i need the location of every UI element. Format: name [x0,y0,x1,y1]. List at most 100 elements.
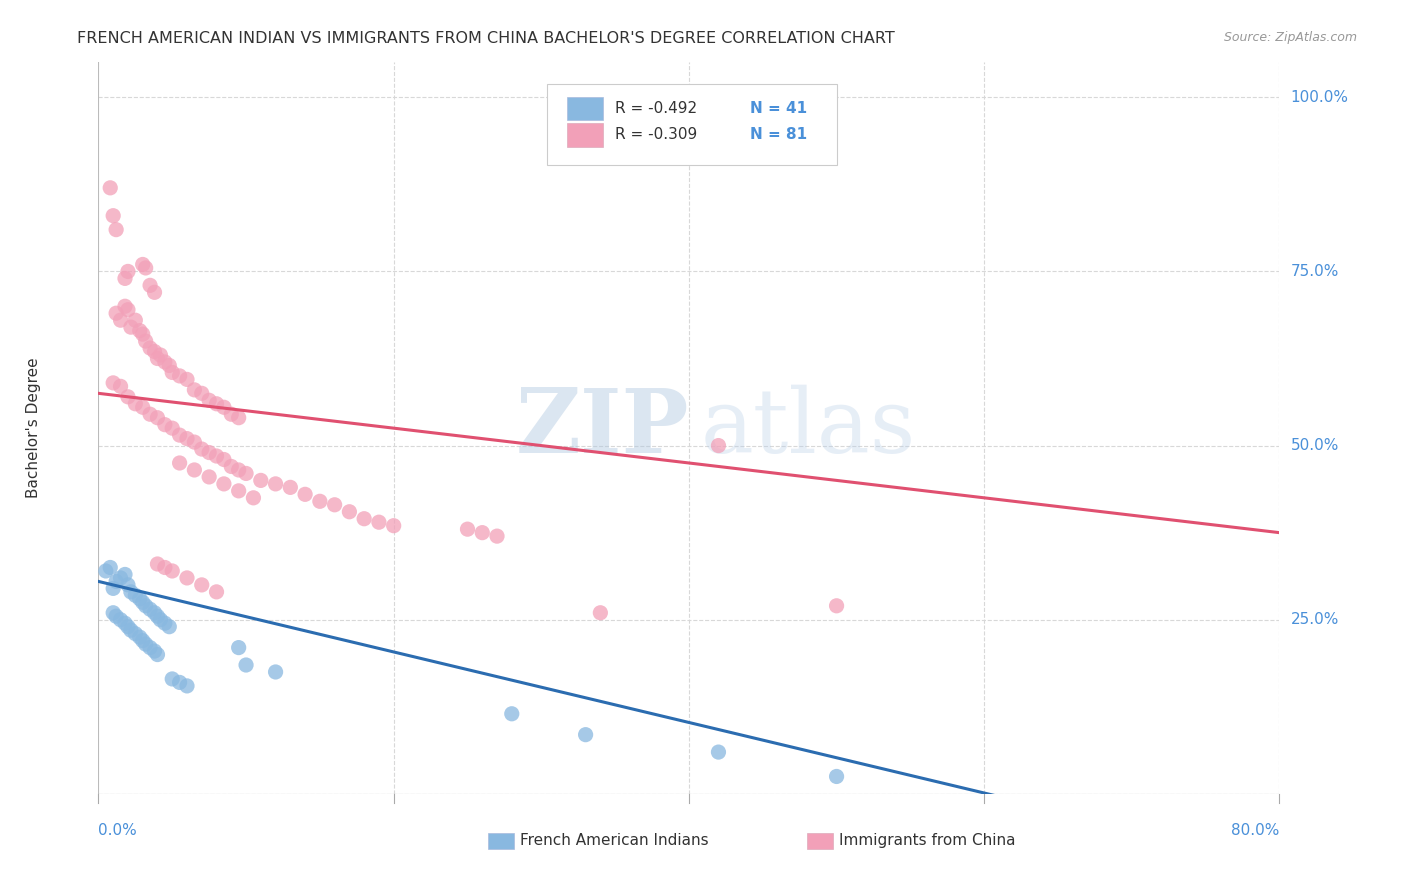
Point [353,512,375,526]
Point [132,633,155,648]
FancyBboxPatch shape [807,832,832,849]
Point [103,606,125,620]
Point [486,529,509,543]
Point [242,491,264,505]
Point [98,560,121,574]
Point [120,320,142,334]
Point [235,467,257,481]
Point [198,445,221,459]
Point [825,769,848,783]
Point [117,390,139,404]
Point [221,459,243,474]
Point [707,745,730,759]
Point [191,442,214,456]
Text: R = -0.309: R = -0.309 [614,128,697,143]
Point [103,376,125,390]
Point [105,222,128,236]
Point [176,679,198,693]
Point [94,564,117,578]
Point [110,571,132,585]
Point [176,372,198,386]
Point [169,368,191,383]
FancyBboxPatch shape [567,123,603,146]
Point [98,181,121,195]
Point [139,407,162,421]
Text: French American Indians: French American Indians [520,833,709,848]
Point [128,591,150,606]
Point [128,324,150,338]
Point [143,644,166,658]
Point [169,428,191,442]
Point [132,595,155,609]
Point [132,401,155,415]
Point [143,285,166,300]
Point [114,616,136,631]
Point [205,397,228,411]
Point [103,209,125,223]
Point [457,522,479,536]
Point [157,620,180,634]
Point [139,278,162,293]
Point [114,567,136,582]
Point [149,613,172,627]
Point [228,463,250,477]
Text: N = 81: N = 81 [751,128,807,143]
Point [124,588,146,602]
Point [198,393,221,408]
Text: 100.0%: 100.0% [1291,90,1348,104]
Point [228,410,250,425]
Point [105,306,128,320]
Point [114,299,136,313]
Point [117,578,139,592]
Point [146,557,169,571]
Point [212,452,235,467]
Point [146,648,169,662]
Point [228,483,250,498]
Point [132,257,155,271]
Text: 50.0%: 50.0% [1291,438,1339,453]
Point [205,585,228,599]
Point [323,498,346,512]
Point [139,602,162,616]
Point [228,640,250,655]
Point [117,620,139,634]
Point [183,463,205,477]
Point [280,480,302,494]
Point [235,658,257,673]
Point [153,355,176,369]
Point [114,271,136,285]
Text: R = -0.492: R = -0.492 [614,101,696,116]
Point [250,474,273,488]
Point [120,585,142,599]
Point [105,574,128,589]
Point [124,397,146,411]
Point [124,313,146,327]
Point [124,626,146,640]
Point [176,571,198,585]
Point [471,525,494,540]
Point [143,344,166,359]
Point [153,417,176,432]
Text: 80.0%: 80.0% [1232,823,1279,838]
Point [110,613,132,627]
Point [501,706,523,721]
Text: 25.0%: 25.0% [1291,612,1339,627]
Text: Bachelor's Degree: Bachelor's Degree [25,358,41,499]
FancyBboxPatch shape [547,85,837,165]
Point [135,637,157,651]
Point [191,386,214,401]
Point [589,606,612,620]
Point [825,599,848,613]
Text: ZIP: ZIP [516,384,689,472]
Point [153,560,176,574]
Point [264,665,287,679]
FancyBboxPatch shape [567,97,603,120]
Point [139,640,162,655]
Point [105,609,128,624]
Point [110,379,132,393]
Point [575,728,598,742]
Point [135,260,157,275]
Point [221,407,243,421]
Point [264,476,287,491]
Text: Source: ZipAtlas.com: Source: ZipAtlas.com [1223,31,1357,45]
